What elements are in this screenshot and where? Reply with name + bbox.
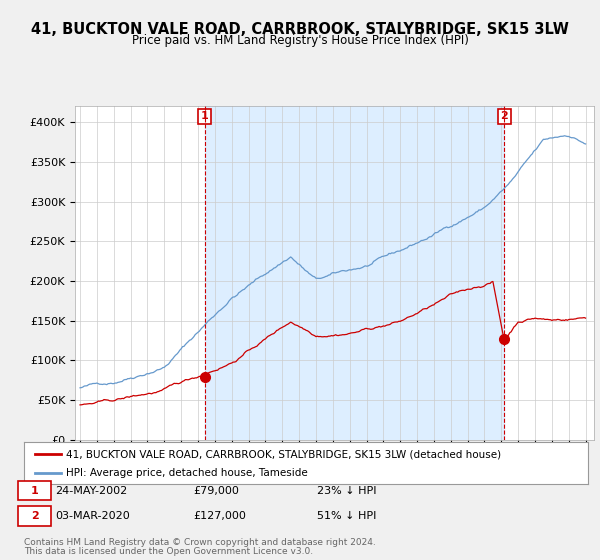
Text: 03-MAR-2020: 03-MAR-2020 xyxy=(55,511,130,521)
Text: £127,000: £127,000 xyxy=(193,511,246,521)
Text: 23% ↓ HPI: 23% ↓ HPI xyxy=(317,486,377,496)
Text: HPI: Average price, detached house, Tameside: HPI: Average price, detached house, Tame… xyxy=(66,468,308,478)
Text: Price paid vs. HM Land Registry's House Price Index (HPI): Price paid vs. HM Land Registry's House … xyxy=(131,34,469,46)
Text: 2: 2 xyxy=(31,511,38,521)
Text: 51% ↓ HPI: 51% ↓ HPI xyxy=(317,511,377,521)
Text: 24-MAY-2002: 24-MAY-2002 xyxy=(55,486,127,496)
Text: 41, BUCKTON VALE ROAD, CARRBROOK, STALYBRIDGE, SK15 3LW (detached house): 41, BUCKTON VALE ROAD, CARRBROOK, STALYB… xyxy=(66,449,502,459)
Text: 1: 1 xyxy=(31,486,38,496)
FancyBboxPatch shape xyxy=(19,506,51,525)
Text: 2: 2 xyxy=(500,111,508,122)
Text: £79,000: £79,000 xyxy=(193,486,239,496)
Text: Contains HM Land Registry data © Crown copyright and database right 2024.: Contains HM Land Registry data © Crown c… xyxy=(24,538,376,547)
Text: This data is licensed under the Open Government Licence v3.0.: This data is licensed under the Open Gov… xyxy=(24,547,313,556)
Text: 1: 1 xyxy=(201,111,209,122)
FancyBboxPatch shape xyxy=(19,481,51,500)
Bar xyxy=(205,106,504,440)
Text: 41, BUCKTON VALE ROAD, CARRBROOK, STALYBRIDGE, SK15 3LW: 41, BUCKTON VALE ROAD, CARRBROOK, STALYB… xyxy=(31,22,569,38)
